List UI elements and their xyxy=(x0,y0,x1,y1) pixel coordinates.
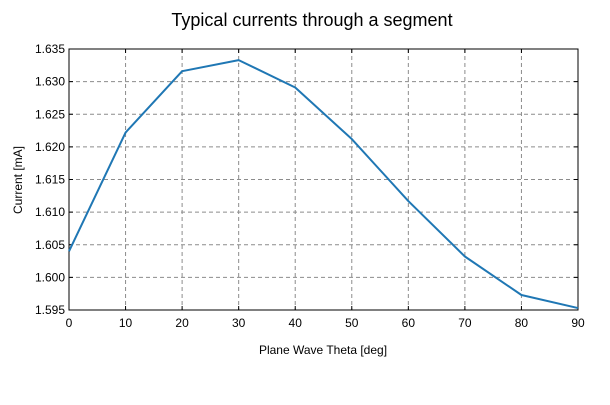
x-axis-label: Plane Wave Theta [deg] xyxy=(259,343,387,357)
y-tick-label: 1.630 xyxy=(35,75,65,89)
y-axis-label: Current [mA] xyxy=(11,146,25,214)
x-axis-tick-labels: 0 10 20 30 40 50 60 70 80 90 xyxy=(66,316,585,330)
y-tick-label: 1.600 xyxy=(35,270,65,284)
plot-area-frame xyxy=(68,48,579,311)
x-tick-label: 40 xyxy=(289,316,303,330)
y-tick-label: 1.615 xyxy=(35,173,65,187)
chart-title: Typical currents through a segment xyxy=(171,10,452,30)
series-line xyxy=(68,59,579,310)
x-tick-label: 90 xyxy=(571,316,585,330)
x-tick-label: 10 xyxy=(119,316,133,330)
x-tick-label: 0 xyxy=(66,316,73,330)
y-tick-label: 1.620 xyxy=(35,140,65,154)
y-tick-label: 1.625 xyxy=(35,107,65,121)
x-tick-label: 30 xyxy=(232,316,246,330)
x-tick-label: 80 xyxy=(515,316,529,330)
x-tick-label: 50 xyxy=(345,316,359,330)
grid-lines xyxy=(69,49,578,310)
y-axis-tick-labels: 1.595 1.600 1.605 1.610 1.615 1.620 1.625 1.630… xyxy=(35,42,65,317)
y-tick-label: 1.635 xyxy=(35,42,65,56)
y-tick-label: 1.610 xyxy=(35,205,65,219)
x-tick-label: 60 xyxy=(402,316,416,330)
y-tick-label: 1.605 xyxy=(35,238,65,252)
x-tick-label: 20 xyxy=(175,316,189,330)
x-tick-label: 70 xyxy=(458,316,472,330)
y-tick-label: 1.595 xyxy=(35,303,65,317)
series-layer xyxy=(68,59,579,310)
